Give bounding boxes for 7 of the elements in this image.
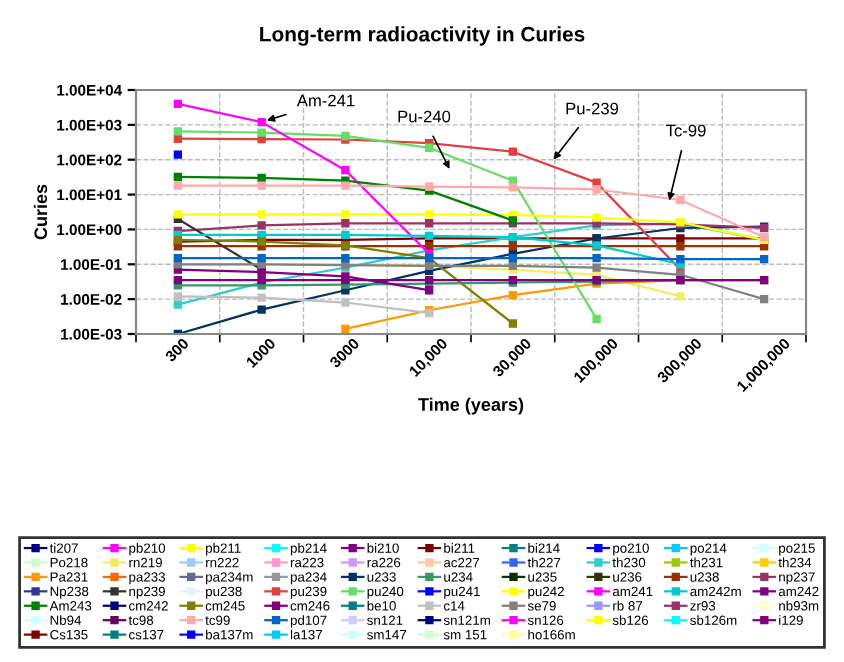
chart-title: Long-term radioactivity in Curies xyxy=(260,26,585,46)
y-axis-title: Curies xyxy=(33,184,48,240)
annotation: Am-241 xyxy=(296,94,355,107)
annotation: Tc-99 xyxy=(666,124,706,137)
annotation: Pu-240 xyxy=(398,110,451,123)
x-axis-title: Time (years) xyxy=(418,397,524,415)
annotation: Pu-239 xyxy=(566,102,619,115)
